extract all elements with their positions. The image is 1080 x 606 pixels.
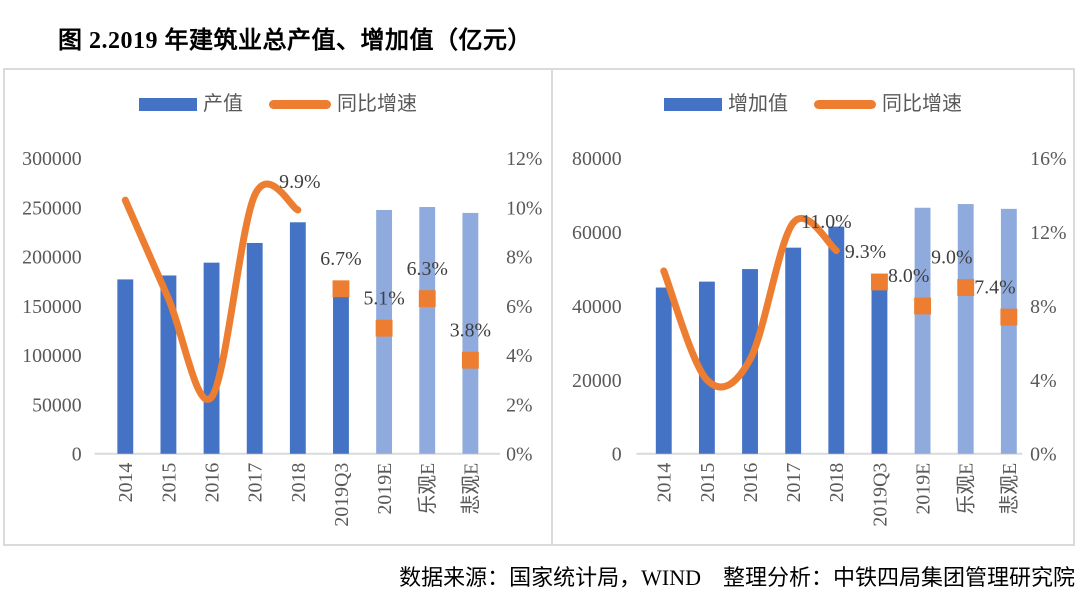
x-axis-label: 2016: [740, 463, 762, 503]
bar-2014: [655, 287, 672, 454]
line-data-label: 9.9%: [279, 171, 320, 193]
line-data-label: 11.0%: [801, 211, 851, 233]
growth-marker-2019Q3: [332, 280, 350, 298]
bar-乐观E: [419, 207, 436, 454]
left-axis-tick: 60000: [572, 222, 622, 244]
right-axis-tick: 8%: [506, 247, 532, 269]
bar-2019Q3: [333, 295, 349, 454]
left-axis-tick: 20000: [572, 370, 622, 392]
growth-marker-乐观E: [418, 290, 436, 308]
bar-2019E: [914, 207, 931, 454]
x-axis-label: 2015: [697, 463, 719, 503]
growth-line: [121, 180, 302, 403]
right-axis-tick: 4%: [1030, 370, 1056, 392]
right-axis-tick: 10%: [506, 197, 542, 219]
x-axis-label: 2019Q3: [331, 463, 353, 527]
output-value-plot: 0 50000 100000 150000 200000 250000 300000 0% 2%…: [22, 148, 542, 527]
bar-悲观E: [462, 212, 479, 454]
bar-2017: [246, 242, 263, 454]
marker-data-label: 9.0%: [931, 247, 972, 269]
x-axis-label: 2014: [654, 463, 676, 503]
left-axis-tick: 300000: [22, 148, 82, 170]
x-axis-label: 2015: [158, 463, 180, 503]
chart-container: 产值 同比增速 0 50000 100000 150000 200000 250000 30…: [3, 68, 1075, 546]
growth-marker-乐观E: [957, 279, 975, 296]
left-axis-tick: 0: [612, 444, 622, 466]
left-axis-tick: 50000: [32, 394, 82, 416]
marker-data-label: 7.4%: [974, 276, 1015, 298]
bar-legend-swatch: [139, 97, 197, 111]
x-axis-label: 2017: [783, 463, 805, 503]
source-note: 数据来源：国家统计局，WIND 整理分析：中铁四局集团管理研究院: [399, 565, 1075, 590]
x-axis-label: 2019Q3: [869, 463, 891, 527]
legend-item-line-series: 同比增速: [269, 94, 417, 114]
x-axis-label: 2017: [245, 463, 267, 503]
left-axis-tick: 150000: [22, 296, 82, 318]
left-axis-tick: 40000: [572, 296, 622, 318]
growth-marker-2019E: [914, 297, 932, 315]
x-axis-label: 2019E: [374, 463, 396, 515]
line-legend-swatch: [269, 99, 331, 109]
left-axis-tick: 0: [72, 444, 82, 466]
marker-data-label: 6.7%: [320, 248, 361, 270]
panel-output-value-chart: 产值 同比增速 0 50000 100000 150000 200000 250000 30…: [5, 70, 553, 544]
legend-added-value: 增加值 同比增速: [553, 94, 1073, 114]
growth-marker-2019E: [375, 319, 393, 337]
right-axis-tick: 16%: [1030, 148, 1066, 170]
growth-marker-悲观E: [461, 351, 479, 369]
right-axis-tick: 12%: [506, 148, 542, 170]
bar-乐观E: [957, 204, 974, 454]
bar-悲观E: [1000, 208, 1017, 454]
x-axis-label: 2018: [288, 463, 310, 503]
bar-2019Q3: [871, 288, 888, 454]
marker-data-label: 8.0%: [888, 265, 929, 287]
bar-2014: [117, 279, 134, 454]
growth-line: [660, 215, 840, 391]
x-axis-label: 2019E: [913, 463, 935, 515]
line-legend-swatch: [814, 99, 876, 109]
bar-legend-swatch: [664, 97, 722, 111]
x-axis-label: 乐观E: [956, 463, 978, 515]
bar-2016: [203, 262, 220, 454]
legend-line-label: 同比增速: [337, 93, 417, 115]
left-axis-tick: 250000: [22, 197, 82, 219]
left-axis-tick: 80000: [572, 148, 622, 170]
legend-output-value: 产值 同比增速: [5, 94, 551, 114]
right-axis-tick: 6%: [506, 296, 532, 318]
x-axis-label: 2014: [115, 463, 137, 503]
right-axis-tick: 12%: [1030, 222, 1066, 244]
right-axis-tick: 2%: [506, 394, 532, 416]
growth-marker-悲观E: [1000, 308, 1018, 326]
legend-item-line-series: 同比增速: [814, 94, 962, 114]
x-axis-label: 悲观E: [460, 463, 482, 515]
x-axis-label: 2016: [202, 463, 224, 503]
figure-title: 图 2.2019 年建筑业总产值、增加值（亿元）: [58, 28, 532, 54]
marker-data-label: 5.1%: [363, 287, 404, 309]
added-value-plot: 0 20000 40000 60000 80000 0% 4% 8% 12% 16% 2014 201…: [572, 148, 1066, 527]
legend-bar-label: 产值: [203, 93, 243, 115]
right-axis-tick: 0%: [1030, 444, 1056, 466]
marker-data-label: 3.8%: [450, 319, 491, 341]
marker-data-label: 6.3%: [407, 258, 448, 280]
bar-2018: [828, 226, 845, 454]
x-axis-label: 2018: [826, 463, 848, 503]
right-axis-tick: 4%: [506, 345, 532, 367]
marker-data-label: 9.3%: [845, 241, 886, 263]
bar-2018: [289, 222, 306, 454]
x-axis-label: 悲观E: [999, 463, 1021, 515]
left-axis-tick: 100000: [22, 345, 82, 367]
bar-2015: [698, 281, 715, 454]
right-axis-tick: 8%: [1030, 296, 1056, 318]
panel-added-value-chart: 增加值 同比增速 0 20000 40000 60000 80000 0% 4% 8% 12% 1…: [553, 70, 1073, 544]
right-axis-tick: 0%: [506, 444, 532, 466]
bar-2017: [785, 247, 802, 454]
growth-marker-2019Q3: [871, 273, 888, 291]
legend-item-bar-series: 增加值: [664, 94, 788, 114]
legend-item-bar-series: 产值: [139, 94, 243, 114]
legend-line-label: 同比增速: [882, 93, 962, 115]
left-axis-tick: 200000: [22, 247, 82, 269]
x-axis-label: 乐观E: [417, 463, 439, 515]
legend-bar-label: 增加值: [728, 93, 788, 115]
